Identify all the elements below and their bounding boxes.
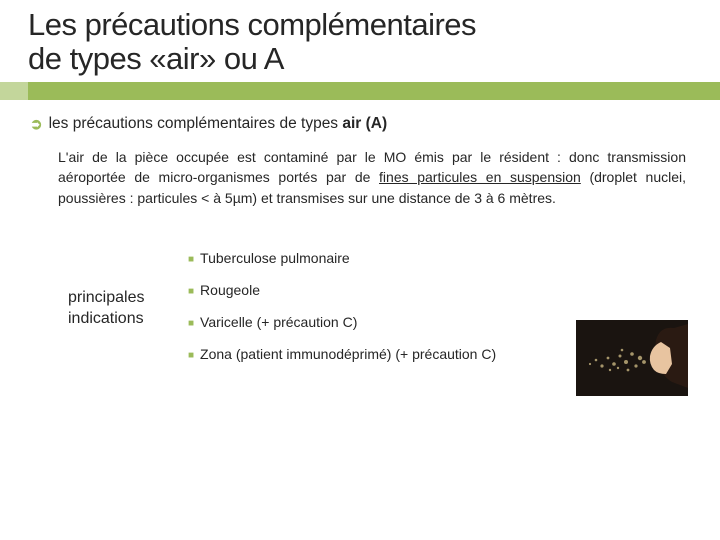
indications-label-l1: principales (68, 289, 144, 306)
body-paragraph: L'air de la pièce occupée est contaminé … (30, 147, 690, 208)
indications-label-l2: indications (68, 310, 144, 327)
subheader-row: ➲ les précautions complémentaires de typ… (30, 114, 690, 133)
subheader-prefix: les précautions complémentaires de types (49, 115, 343, 132)
square-bullet-icon: ■ (188, 350, 194, 361)
square-bullet-icon: ■ (188, 318, 194, 329)
subheader-bold: air (A) (342, 115, 387, 132)
accent-bar-left (0, 82, 28, 100)
para-underlined: fines particules en suspension (379, 169, 581, 185)
title-line-2: de types «air» ou A (28, 41, 284, 76)
list-item-text: Rougeole (200, 282, 260, 298)
accent-bar (0, 82, 720, 100)
arrow-bullet-icon: ➲ (30, 115, 43, 133)
list-item-text: Tuberculose pulmonaire (200, 250, 350, 266)
subheader-text: les précautions complémentaires de types… (49, 115, 388, 133)
slide-title: Les précautions complémentaires de types… (28, 8, 720, 76)
accent-bar-right (28, 82, 720, 100)
slide-title-block: Les précautions complémentaires de types… (0, 0, 720, 76)
list-item-text: Zona (patient immunodéprimé) (+ précauti… (200, 346, 496, 362)
title-line-1: Les précautions complémentaires (28, 7, 476, 42)
list-item-text: Varicelle (+ précaution C) (200, 314, 357, 330)
indications-label: principales indications (68, 250, 180, 330)
list-item: ■ Tuberculose pulmonaire (188, 250, 690, 266)
square-bullet-icon: ■ (188, 254, 194, 265)
list-item: ■ Rougeole (188, 282, 690, 298)
sneeze-image (576, 320, 688, 396)
square-bullet-icon: ■ (188, 286, 194, 297)
